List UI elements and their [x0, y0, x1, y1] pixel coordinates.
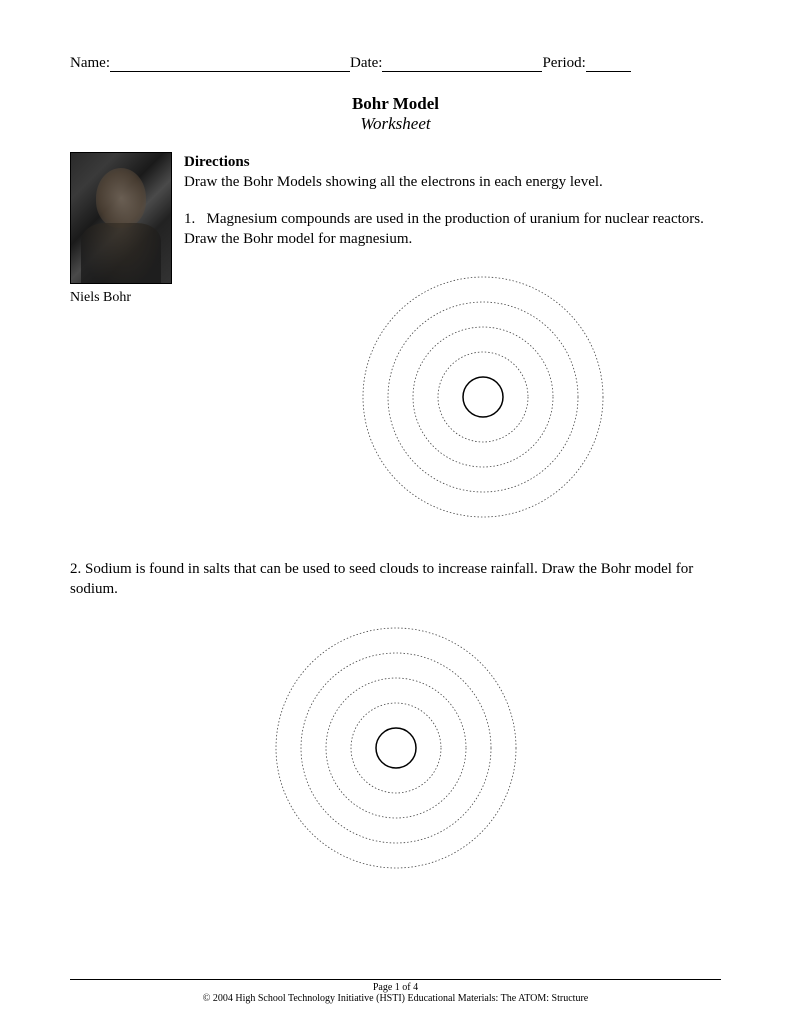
q2-number: 2.: [70, 561, 81, 577]
directions-block: Directions Draw the Bohr Models showing …: [184, 152, 721, 537]
bohr-photo: [70, 152, 172, 284]
period-label: Period:: [542, 55, 585, 72]
diagram-2-wrap: [70, 608, 721, 888]
bohr-diagram-2: [256, 608, 536, 888]
photo-caption: Niels Bohr: [70, 290, 170, 306]
date-blank[interactable]: [382, 56, 542, 72]
footer-copyright: © 2004 High School Technology Initiative…: [70, 993, 721, 1004]
footer: Page 1 of 4 © 2004 High School Technolog…: [70, 979, 721, 1004]
name-field: Name:: [70, 55, 350, 72]
diagram-1-wrap: [244, 257, 721, 537]
photo-block: Niels Bohr: [70, 152, 170, 537]
date-field: Date:: [350, 55, 542, 72]
bohr-diagram-1: [343, 257, 623, 537]
title-sub: Worksheet: [70, 114, 721, 134]
question-1: 1. Magnesium compounds are used in the p…: [184, 209, 721, 250]
date-label: Date:: [350, 55, 382, 72]
q2-text: Sodium is found in salts that can be use…: [70, 561, 693, 597]
period-field: Period:: [542, 55, 630, 72]
q1-text: Magnesium compounds are used in the prod…: [184, 211, 704, 247]
period-blank[interactable]: [586, 56, 631, 72]
content-row: Niels Bohr Directions Draw the Bohr Mode…: [70, 152, 721, 537]
question-2: 2. Sodium is found in salts that can be …: [70, 559, 721, 600]
directions-heading: Directions: [184, 152, 721, 172]
title-block: Bohr Model Worksheet: [70, 94, 721, 134]
worksheet-page: Name: Date: Period: Bohr Model Worksheet…: [0, 0, 791, 1024]
header-fields: Name: Date: Period:: [70, 55, 721, 72]
footer-page: Page 1 of 4: [70, 982, 721, 993]
title-main: Bohr Model: [70, 94, 721, 114]
name-blank[interactable]: [110, 56, 350, 72]
q1-number: 1.: [184, 211, 195, 227]
name-label: Name:: [70, 55, 110, 72]
directions-text: Draw the Bohr Models showing all the ele…: [184, 172, 721, 192]
